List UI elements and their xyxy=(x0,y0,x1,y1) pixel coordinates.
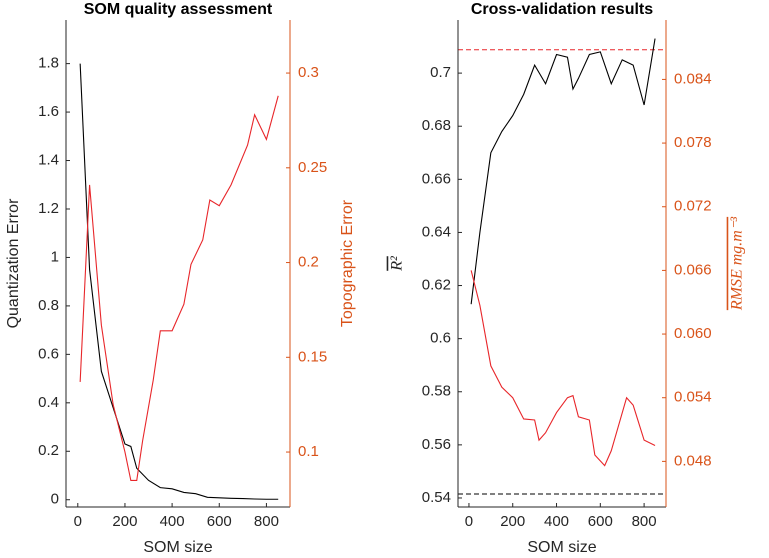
y-axis-label: Quantization Error xyxy=(5,198,22,329)
x-tick-label: 600 xyxy=(588,513,613,530)
y2-tick-label: 0.072 xyxy=(674,198,712,215)
x-tick-label: 200 xyxy=(500,513,525,530)
chart-title: SOM quality assessment xyxy=(84,1,273,18)
y-tick-label: 0.66 xyxy=(422,170,451,187)
y2-tick-label: 0.2 xyxy=(298,254,319,271)
y2-tick-label: 0.066 xyxy=(674,261,712,278)
y-tick-label: 0.62 xyxy=(422,277,451,294)
y2-tick-label: 0.060 xyxy=(674,325,712,342)
y2-tick-label: 0.084 xyxy=(674,70,712,87)
x-axis-label: SOM size xyxy=(143,539,212,556)
y-tick-label: 0.54 xyxy=(422,489,451,506)
y-tick-label: 0.6 xyxy=(430,330,451,347)
x-tick-label: 800 xyxy=(632,513,657,530)
x-tick-label: 400 xyxy=(544,513,569,530)
x-tick-label: 400 xyxy=(160,513,185,530)
y2-axis-label: Topographic Error xyxy=(339,199,356,327)
y2-tick-label: 0.25 xyxy=(298,159,327,176)
y2-tick-label: 0.1 xyxy=(298,443,319,460)
y-tick-label: 1.8 xyxy=(38,55,59,72)
x-tick-label: 0 xyxy=(74,513,82,530)
data-line xyxy=(79,63,279,500)
y-tick-label: 0 xyxy=(51,491,59,508)
y-tick-label: 0.58 xyxy=(422,383,451,400)
y-tick-label: 0.8 xyxy=(38,297,59,314)
y-tick-label: 1.6 xyxy=(38,103,59,120)
x-tick-label: 800 xyxy=(254,513,279,530)
y2-tick-label: 0.054 xyxy=(674,389,712,406)
y2-axis-label: RMSE mg.m⁻³ xyxy=(729,217,746,311)
y-tick-label: 0.4 xyxy=(38,394,59,411)
y-tick-label: 0.56 xyxy=(422,436,451,453)
y2-tick-label: 0.3 xyxy=(298,64,319,81)
y-tick-label: 0.6 xyxy=(38,345,59,362)
y-axis-label: R² xyxy=(389,255,406,272)
data-line xyxy=(470,38,656,305)
data-line xyxy=(470,270,656,467)
y-tick-label: 1 xyxy=(51,248,59,265)
x-axis-label: SOM size xyxy=(527,539,596,556)
chart-title: Cross-validation results xyxy=(471,1,653,18)
data-line xyxy=(79,95,279,482)
y2-tick-label: 0.048 xyxy=(674,452,712,469)
y-tick-label: 0.64 xyxy=(422,223,451,240)
y-tick-label: 1.2 xyxy=(38,200,59,217)
y2-tick-label: 0.15 xyxy=(298,348,327,365)
x-tick-label: 600 xyxy=(207,513,232,530)
y-tick-label: 1.4 xyxy=(38,151,59,168)
y2-tick-label: 0.078 xyxy=(674,134,712,151)
x-tick-label: 0 xyxy=(465,513,473,530)
y-tick-label: 0.68 xyxy=(422,117,451,134)
x-tick-label: 200 xyxy=(112,513,137,530)
y-tick-label: 0.2 xyxy=(38,442,59,459)
y-tick-label: 0.7 xyxy=(430,64,451,81)
